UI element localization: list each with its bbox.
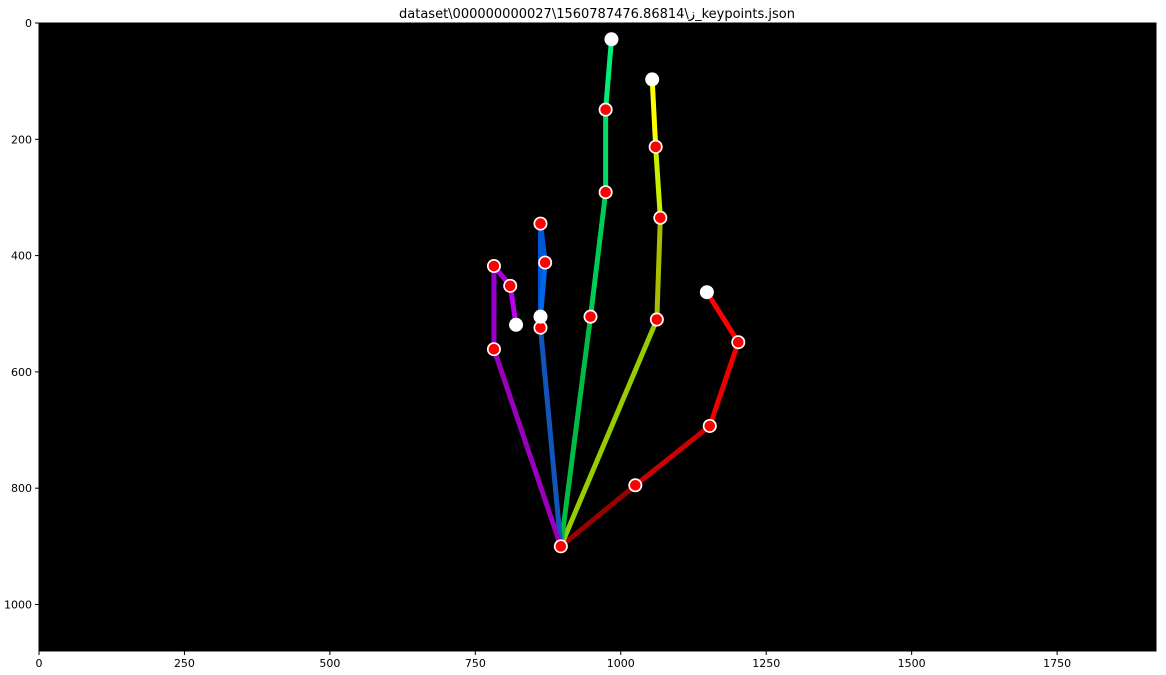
bone-0-17 <box>491 346 564 549</box>
keypoint-6 <box>655 212 666 224</box>
y-tick-label-200: 200 <box>11 133 32 146</box>
keypoint-9 <box>585 311 596 322</box>
keypoint-3 <box>732 336 744 348</box>
bone-15-16 <box>537 260 548 320</box>
bone-11-12 <box>603 36 614 113</box>
bone-0-9 <box>558 314 594 549</box>
keypoint-4 <box>701 286 713 298</box>
x-tick-label-250: 250 <box>174 657 195 670</box>
skeleton-bones <box>491 36 741 549</box>
chart-title: dataset\ز\1560787476.86814\000000000027_… <box>399 7 795 22</box>
keypoint-8 <box>646 74 658 85</box>
x-tick-label-1250: 1250 <box>752 657 780 670</box>
bone-5-6 <box>654 215 663 323</box>
y-tick-label-800: 800 <box>11 482 32 495</box>
keypoint-20 <box>510 319 522 331</box>
keypoint-17 <box>488 343 500 355</box>
bone-1-2 <box>632 423 713 488</box>
plot-frame <box>38 22 1157 652</box>
keypoint-5 <box>651 314 663 325</box>
keypoint-2 <box>704 420 716 432</box>
x-tick-label-1000: 1000 <box>607 657 635 670</box>
keypoint-10 <box>600 186 611 198</box>
bone-3-4 <box>704 289 741 345</box>
keypoint-15 <box>539 257 551 268</box>
bone-6-7 <box>653 144 663 221</box>
keypoint-1 <box>630 479 641 491</box>
plot-area <box>39 23 1156 651</box>
keypoint-7 <box>650 141 661 153</box>
x-tick-label-500: 500 <box>319 657 340 670</box>
x-axis: 0 250 500 750 1000 1250 1500 1750 <box>36 651 1071 670</box>
keypoint-18 <box>488 260 500 272</box>
y-tick-label-400: 400 <box>11 250 32 263</box>
keypoint-13 <box>535 322 546 333</box>
keypoint-0 <box>555 541 567 552</box>
keypoints <box>486 32 746 554</box>
y-tick-label-600: 600 <box>11 366 32 379</box>
y-tick-label-1000: 1000 <box>4 598 32 611</box>
keypoint-12 <box>606 33 617 45</box>
bone-7-8 <box>649 76 659 150</box>
x-tick-label-750: 750 <box>465 657 486 670</box>
x-tick-label-0: 0 <box>36 657 43 670</box>
bone-2-3 <box>707 339 741 429</box>
y-axis: 0 200 400 600 800 1000 <box>4 17 39 611</box>
bone-0-5 <box>558 317 660 549</box>
x-tick-label-1500: 1500 <box>898 657 926 670</box>
keypoint-16 <box>535 311 546 322</box>
bone-0-13 <box>537 325 564 549</box>
keypoint-14 <box>535 218 546 229</box>
y-tick-label-0: 0 <box>25 17 32 30</box>
keypoint-11 <box>600 104 611 115</box>
bone-9-10 <box>588 189 609 320</box>
keypoint-19 <box>504 280 516 292</box>
bone-0-1 <box>558 482 638 549</box>
x-tick-label-1750: 1750 <box>1043 657 1071 670</box>
